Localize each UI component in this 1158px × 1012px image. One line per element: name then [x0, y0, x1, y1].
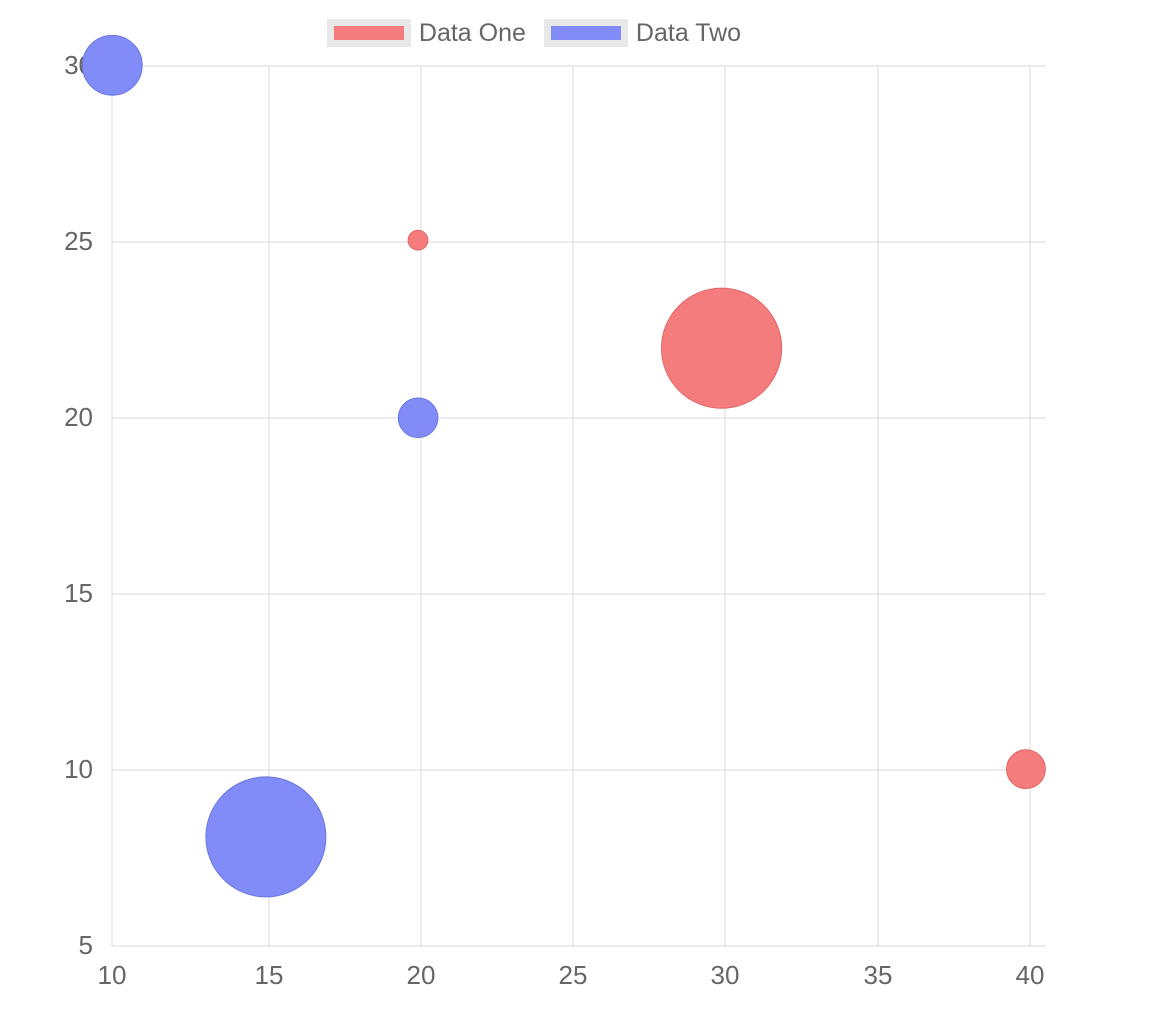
svg-text:15: 15 [255, 960, 284, 990]
svg-text:5: 5 [79, 930, 93, 960]
svg-text:25: 25 [559, 960, 588, 990]
svg-text:10: 10 [98, 960, 127, 990]
svg-text:30: 30 [711, 960, 740, 990]
svg-text:25: 25 [64, 226, 93, 256]
svg-text:20: 20 [64, 402, 93, 432]
svg-text:40: 40 [1016, 960, 1045, 990]
svg-text:15: 15 [64, 578, 93, 608]
svg-text:20: 20 [407, 960, 436, 990]
svg-text:10: 10 [64, 754, 93, 784]
svg-text:35: 35 [864, 960, 893, 990]
